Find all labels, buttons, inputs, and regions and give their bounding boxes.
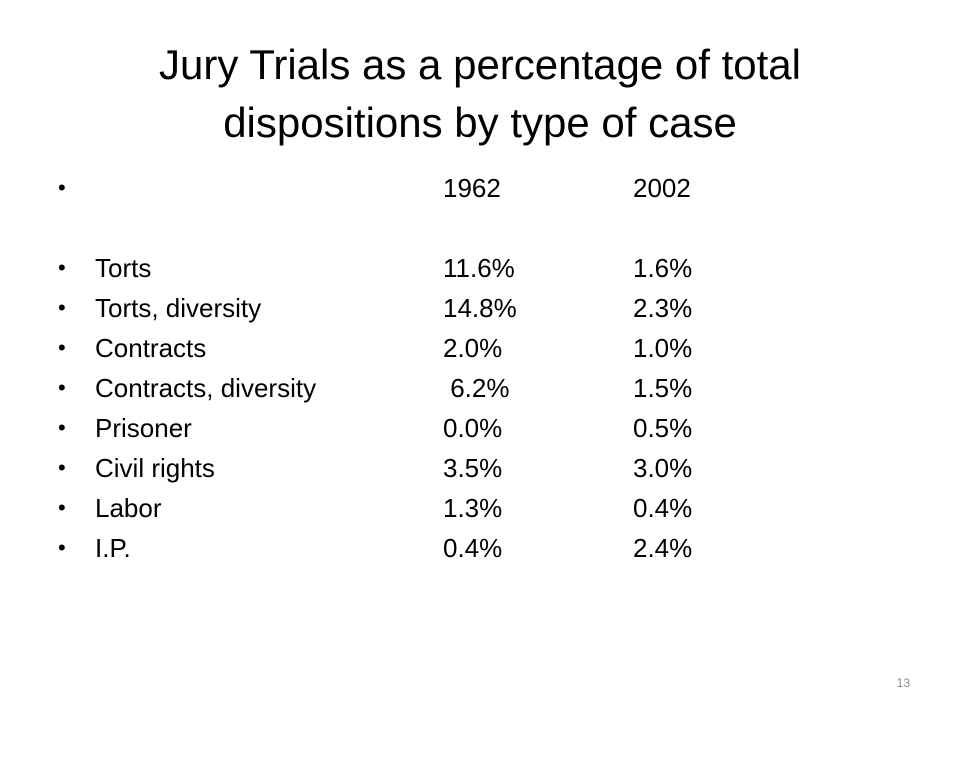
list-item: • Torts, diversity 14.8% 2.3% [58,288,858,328]
value-1962: 1.3% [443,493,503,523]
value-1962: 0.0% [443,413,503,443]
bullet-marker: • [58,375,66,400]
case-type-label: Contracts, diversity [95,373,317,403]
list-item: • I.P. 0.4% 2.4% [58,528,858,568]
case-type-label: Torts, diversity [95,293,262,323]
value-1962: 2.0% [443,333,503,363]
value-2002: 1.0% [633,333,693,363]
slide-number: 13 [896,676,910,690]
value-1962: 11.6% [443,253,515,283]
bullet-marker: • [58,535,66,560]
bullet-marker: • [58,255,66,280]
list-item: • Contracts 2.0% 1.0% [58,328,858,368]
case-type-label: Contracts [95,333,207,363]
case-type-label: Prisoner [95,413,192,443]
value-2002: 2.4% [633,533,693,563]
bullet-marker: • [58,495,66,520]
header-row: • 1962 2002 [58,168,858,208]
case-type-label: Labor [95,493,162,523]
list-item: • Civil rights 3.5% 3.0% [58,448,858,488]
value-1962: 3.5% [443,453,503,483]
list-item: • Labor 1.3% 0.4% [58,488,858,528]
case-type-label: Civil rights [95,453,215,483]
bullet-marker: • [58,175,66,200]
value-2002: 3.0% [633,453,693,483]
value-2002: 1.6% [633,253,693,283]
value-2002: 1.5% [633,373,693,403]
bullet-marker: • [58,335,66,360]
bullet-list: • 1962 2002 • Torts 11.6% 1.6% • Torts, … [58,168,858,568]
value-2002: 2.3% [633,293,693,323]
case-type-label: I.P. [95,533,131,563]
bullet-marker: • [58,415,66,440]
list-item: • Prisoner 0.0% 0.5% [58,408,858,448]
value-2002: 0.5% [633,413,693,443]
bullet-marker: • [58,455,66,480]
list-item: • Contracts, diversity 6.2% 1.5% [58,368,858,408]
value-1962: 6.2% [443,373,510,403]
value-1962: 0.4% [443,533,503,563]
bullet-marker: • [58,295,66,320]
slide-title: Jury Trials as a percentage of total dis… [159,41,801,146]
list-item: • Torts 11.6% 1.6% [58,248,858,288]
case-type-label: Torts [95,253,152,283]
header-year-1962: 1962 [443,173,501,203]
header-year-2002: 2002 [633,173,691,203]
value-2002: 0.4% [633,493,693,523]
value-1962: 14.8% [443,293,517,323]
slide: Jury Trials as a percentage of total dis… [58,41,910,690]
